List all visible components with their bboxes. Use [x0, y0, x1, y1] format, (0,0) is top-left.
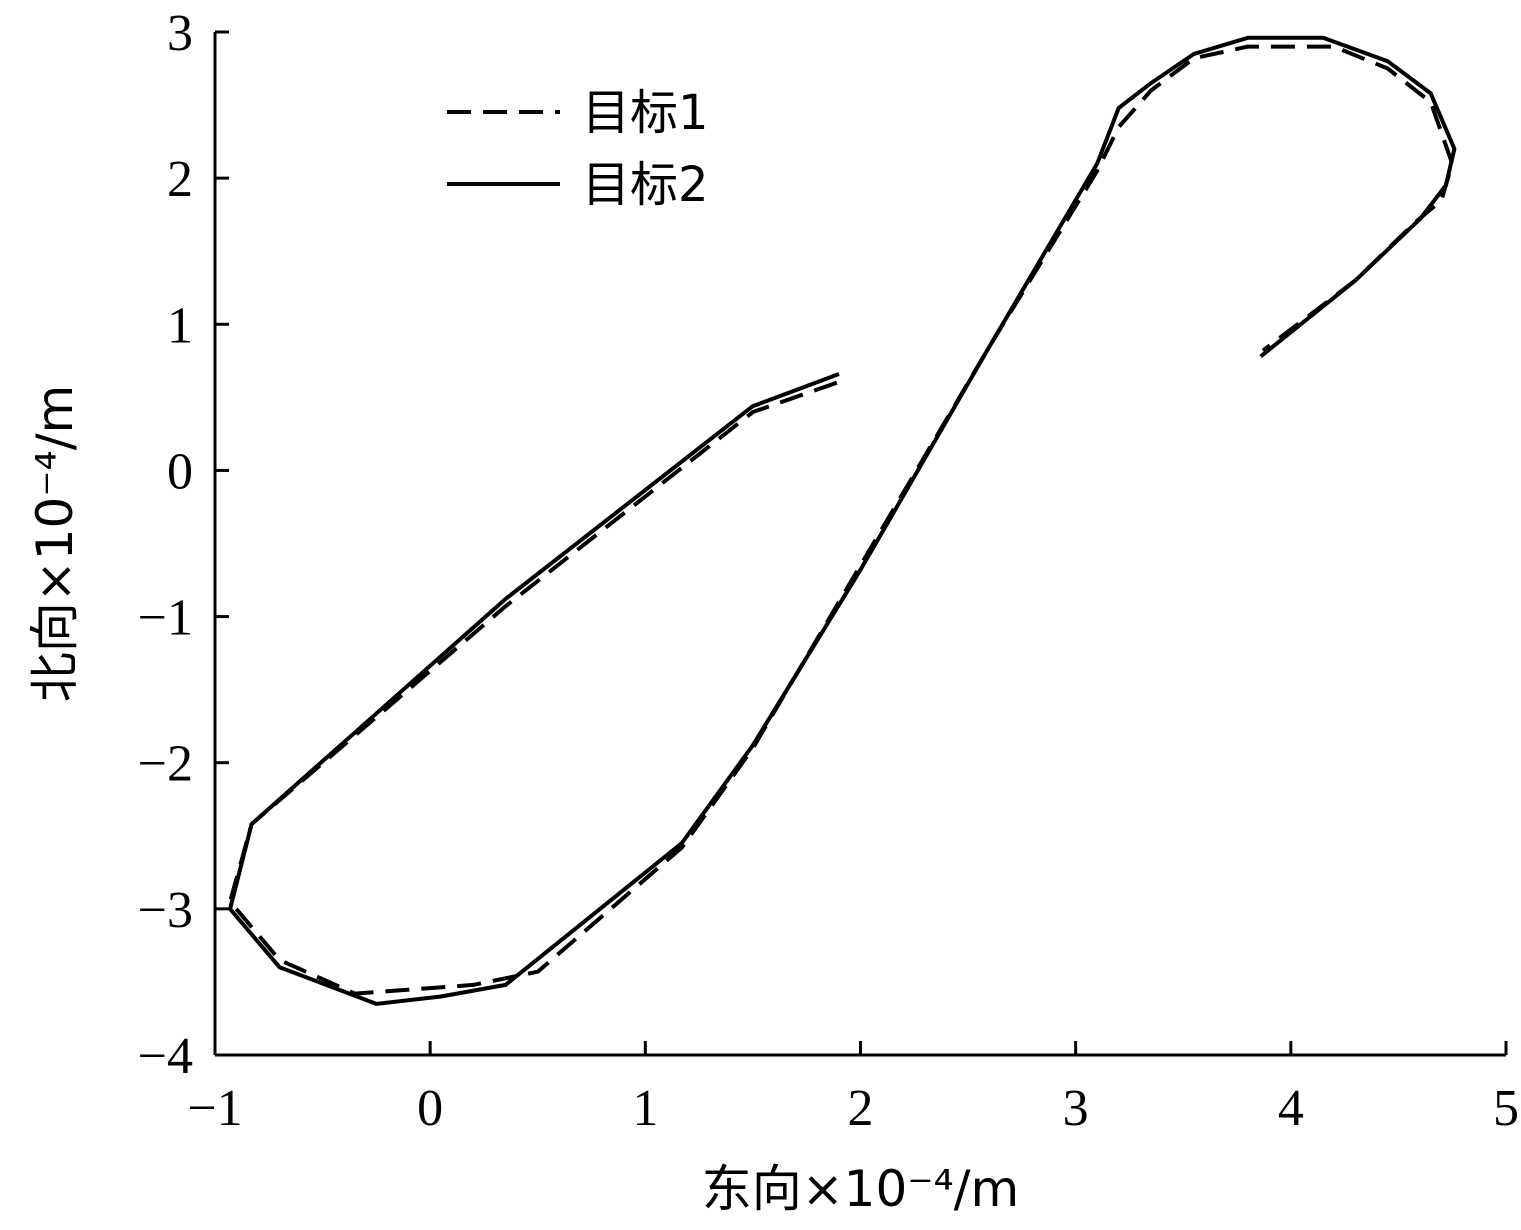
series-lines: [228, 35, 1457, 1006]
y-tick-label: −4: [138, 1028, 193, 1085]
legend-label-2: 目标2: [582, 157, 709, 213]
y-axis-title: 北向×10⁻⁴/m: [26, 385, 84, 703]
x-tick-label: 1: [632, 1080, 658, 1137]
x-tick-label: −1: [187, 1080, 242, 1137]
x-tick-label: 4: [1278, 1080, 1304, 1137]
tick-marks: [213, 30, 1508, 1057]
series-line-2: [228, 35, 1457, 1006]
y-tick-label: −3: [138, 882, 193, 939]
x-tick-label: 5: [1493, 1080, 1519, 1137]
tick-labels: −1 0 1 2 3 4 5 −4 −3 −2 −1 0 1 2 3: [138, 5, 1519, 1137]
y-tick-label: 0: [167, 443, 193, 500]
x-tick-label: 0: [417, 1080, 443, 1137]
x-tick-label: 3: [1063, 1080, 1089, 1137]
series-line-1: [228, 44, 1455, 996]
x-tick-label: 2: [848, 1080, 874, 1137]
x-axis-title: 东向×10⁻⁴/m: [702, 1160, 1020, 1218]
y-tick-label: −2: [138, 736, 193, 793]
legend-label-1: 目标1: [582, 85, 709, 141]
y-tick-label: 1: [167, 297, 193, 354]
y-tick-label: −1: [138, 590, 193, 647]
y-tick-label: 3: [167, 5, 193, 62]
axes: [213, 32, 1506, 1057]
y-tick-label: 2: [167, 151, 193, 208]
